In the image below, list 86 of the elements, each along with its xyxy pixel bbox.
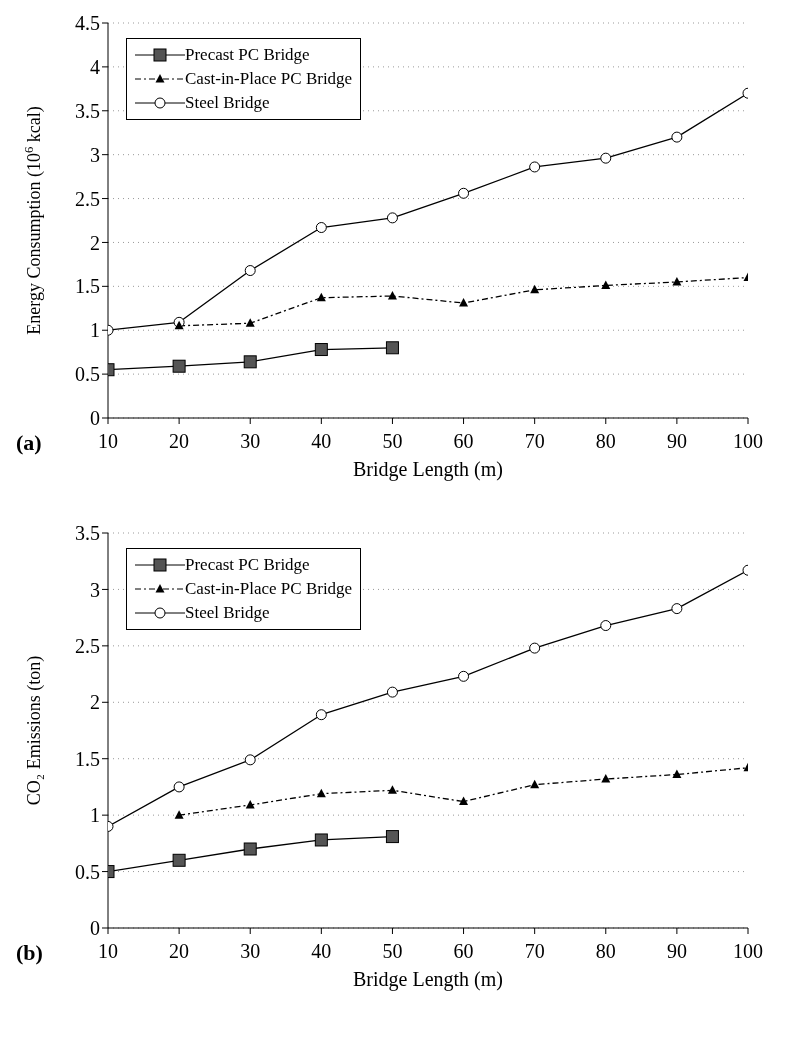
x-tick-label: 10 xyxy=(98,940,118,963)
legend-label: Cast-in-Place PC Bridge xyxy=(185,579,353,599)
x-tick-label: 40 xyxy=(311,940,332,963)
point xyxy=(387,785,397,794)
x-axis-title: Bridge Length (m) xyxy=(353,458,503,481)
point xyxy=(529,642,541,654)
y-tick-label: 2 xyxy=(90,231,100,254)
y-tick-label: 4 xyxy=(90,55,100,78)
y-tick-label: 3.5 xyxy=(75,99,100,122)
point xyxy=(174,810,184,819)
x-tick-label: 50 xyxy=(382,430,403,453)
point xyxy=(600,152,612,164)
point xyxy=(601,280,611,289)
x-tick-label: 10 xyxy=(98,430,118,453)
point xyxy=(458,187,470,199)
x-tick-label: 20 xyxy=(169,430,190,453)
x-tick-label: 100 xyxy=(733,430,763,453)
point xyxy=(243,842,257,856)
y-tick-label: 1.5 xyxy=(75,275,100,298)
y-tick-label: 2 xyxy=(90,691,100,714)
y-tick-label: 0 xyxy=(90,407,100,430)
y-tick-label: 3.5 xyxy=(75,522,100,545)
point xyxy=(386,212,398,224)
legend-label: Precast PC Bridge xyxy=(185,45,310,65)
x-tick-label: 30 xyxy=(240,430,261,453)
x-axis-title: Bridge Length (m) xyxy=(353,968,503,991)
point xyxy=(314,833,328,847)
point xyxy=(386,686,398,698)
x-tick-label: 80 xyxy=(595,940,616,963)
point xyxy=(459,796,469,806)
point xyxy=(459,298,469,307)
text: (b) xyxy=(16,940,43,966)
point xyxy=(530,779,540,789)
x-tick-label: 70 xyxy=(524,940,545,963)
point xyxy=(316,292,326,302)
point xyxy=(173,781,185,793)
point xyxy=(600,620,612,632)
x-tick-label: 100 xyxy=(733,940,763,963)
point xyxy=(245,799,255,809)
x-tick-label: 60 xyxy=(453,940,474,963)
point xyxy=(244,265,256,277)
point xyxy=(601,774,611,783)
point xyxy=(244,754,256,766)
point xyxy=(174,320,184,330)
point xyxy=(385,830,399,844)
point xyxy=(243,355,257,369)
y-tick-label: 0 xyxy=(90,917,100,940)
point xyxy=(458,670,470,682)
point xyxy=(316,788,326,798)
point xyxy=(671,131,683,143)
point xyxy=(245,318,255,327)
legend-label: Precast PC Bridge xyxy=(185,555,310,575)
point xyxy=(530,284,540,294)
point xyxy=(315,709,327,721)
point xyxy=(529,161,541,173)
x-tick-label: 70 xyxy=(524,430,545,453)
y-tick-label: 0.5 xyxy=(75,363,100,386)
text: (a) xyxy=(16,430,42,456)
point xyxy=(315,222,327,234)
x-tick-label: 20 xyxy=(169,940,190,963)
x-tick-label: 50 xyxy=(382,940,403,963)
legend-label: Cast-in-Place PC Bridge xyxy=(185,69,353,89)
y-tick-label: 1 xyxy=(90,319,100,342)
x-tick-label: 90 xyxy=(666,430,687,453)
point xyxy=(172,359,186,373)
y-tick-label: 2.5 xyxy=(75,187,100,210)
point xyxy=(314,343,328,357)
x-tick-label: 30 xyxy=(240,940,261,963)
y-tick-label: 2.5 xyxy=(75,634,100,657)
y-tick-label: 3 xyxy=(90,578,100,601)
x-tick-label: 40 xyxy=(311,430,332,453)
x-tick-label: 60 xyxy=(453,430,474,453)
point xyxy=(671,603,683,615)
legend-label: Steel Bridge xyxy=(185,93,270,113)
y-axis-title: CO₂ Emissions (ton) xyxy=(24,655,45,806)
point xyxy=(172,853,186,867)
y-tick-label: 1.5 xyxy=(75,747,100,770)
x-tick-label: 90 xyxy=(666,940,687,963)
y-tick-label: 0.5 xyxy=(75,860,100,883)
x-tick-label: 80 xyxy=(595,430,616,453)
y-tick-label: 4.5 xyxy=(75,12,100,35)
legend-label: Steel Bridge xyxy=(185,603,270,623)
y-tick-label: 1 xyxy=(90,804,100,827)
y-tick-label: 3 xyxy=(90,143,100,166)
point xyxy=(385,341,399,355)
point xyxy=(672,769,682,779)
